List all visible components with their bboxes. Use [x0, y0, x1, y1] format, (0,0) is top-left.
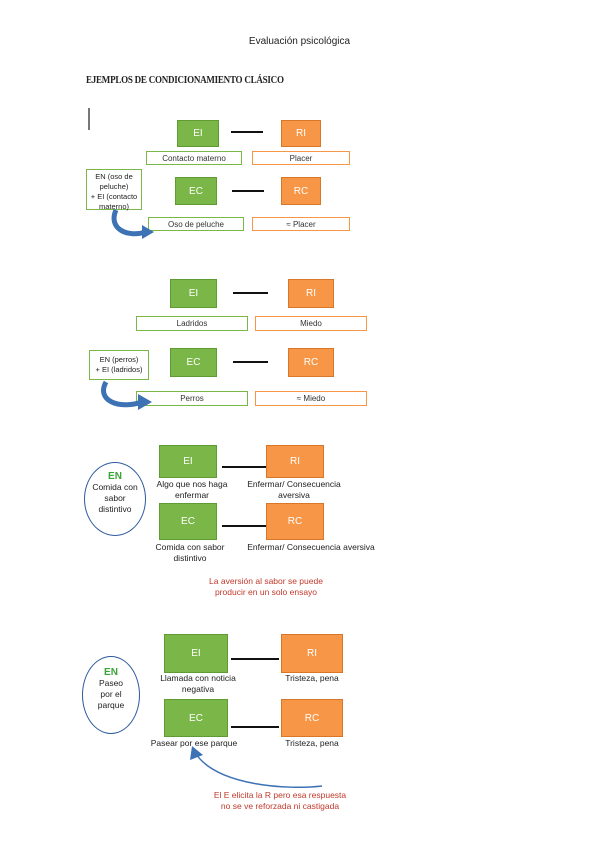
ei-box: EI	[170, 279, 217, 308]
rc-label: Tristeza, pena	[285, 738, 339, 748]
ri-label: Tristeza, pena	[285, 673, 339, 683]
ri-box: RI	[266, 445, 324, 478]
en-ellipse: EN Comida con sabor distintivo	[84, 462, 146, 536]
en-box: EN (oso de peluche) + EI (contacto materno…	[86, 169, 142, 211]
document-header: Evaluación psicológica	[248, 36, 351, 47]
connector-line	[231, 726, 279, 728]
rc-box: RC	[266, 503, 324, 540]
curved-arrow-icon	[111, 208, 154, 239]
ei-label: Llamada con noticia negativa	[160, 673, 236, 694]
ri-label: Miedo	[255, 316, 367, 331]
ec-box: EC	[164, 699, 228, 737]
ec-label: Oso de peluche	[148, 217, 244, 231]
rc-box: RC	[281, 177, 321, 205]
ec-box: EC	[159, 503, 217, 540]
ei-box: EI	[159, 445, 217, 478]
ei-box: EI	[177, 120, 219, 147]
en-box: EN (perros) + EI (ladridos)	[89, 350, 149, 380]
ri-box: RI	[288, 279, 334, 308]
ri-label: Placer	[252, 151, 350, 165]
ec-box: EC	[170, 348, 217, 377]
en-ellipse: EN Paseo por el parque	[82, 656, 140, 734]
rc-box: RC	[288, 348, 334, 377]
connector-line	[233, 361, 268, 363]
ec-label: Perros	[136, 391, 248, 406]
ri-box: RI	[281, 120, 321, 147]
ri-label: Enfermar/ Consecuencia aversiva	[247, 479, 341, 500]
connector-line	[231, 658, 279, 660]
note-text: El E elicita la R pero esa respuesta no s…	[213, 790, 347, 811]
ec-box: EC	[175, 177, 217, 205]
ei-label: Algo que nos haga enfermar	[156, 479, 228, 500]
section-title: EJEMPLOS DE CONDICIONAMIENTO CLÁSICO	[86, 74, 284, 86]
curved-arrow-icon	[190, 746, 323, 788]
margin-bar	[88, 108, 90, 130]
rc-label: ≈ Placer	[252, 217, 350, 231]
ei-label: Ladridos	[136, 316, 248, 331]
en-heading: EN	[108, 471, 122, 482]
connector-line	[222, 525, 266, 527]
ei-box: EI	[164, 634, 228, 673]
rc-label: ≈ Miedo	[255, 391, 367, 406]
note-text: La aversión al sabor se puede producir en…	[209, 576, 323, 597]
ec-label: Pasear por ese parque	[150, 738, 238, 748]
rc-box: RC	[281, 699, 343, 737]
ri-box: RI	[281, 634, 343, 673]
curved-arrow-icon	[101, 380, 152, 410]
ei-label: Contacto materno	[146, 151, 242, 165]
connector-line	[232, 190, 264, 192]
ec-label: Comida con sabor distintivo	[155, 542, 225, 563]
connector-line	[222, 466, 266, 468]
connector-line	[231, 131, 263, 133]
en-heading: EN	[104, 667, 118, 678]
rc-label: Enfermar/ Consecuencia aversiva	[247, 542, 375, 552]
connector-line	[233, 292, 268, 294]
